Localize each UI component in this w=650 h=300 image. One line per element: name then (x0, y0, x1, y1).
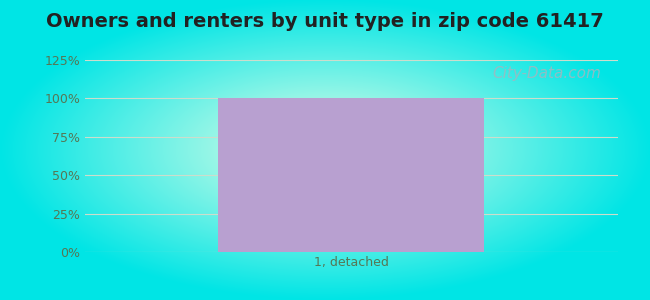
Bar (218, 98, 484, 252)
Text: City-Data.com: City-Data.com (493, 66, 601, 81)
Text: Owners and renters by unit type in zip code 61417: Owners and renters by unit type in zip c… (46, 12, 604, 31)
